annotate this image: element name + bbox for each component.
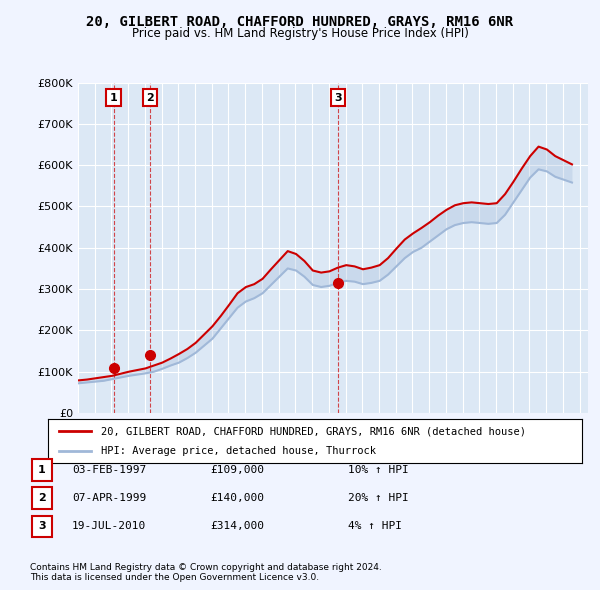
Text: 1: 1: [110, 93, 118, 103]
Text: 2: 2: [146, 93, 154, 103]
Text: 07-APR-1999: 07-APR-1999: [72, 493, 146, 503]
Text: 10% ↑ HPI: 10% ↑ HPI: [348, 465, 409, 474]
Text: Contains HM Land Registry data © Crown copyright and database right 2024.
This d: Contains HM Land Registry data © Crown c…: [30, 563, 382, 582]
Text: 4% ↑ HPI: 4% ↑ HPI: [348, 522, 402, 531]
Text: £140,000: £140,000: [210, 493, 264, 503]
Text: HPI: Average price, detached house, Thurrock: HPI: Average price, detached house, Thur…: [101, 446, 376, 455]
Text: £314,000: £314,000: [210, 522, 264, 531]
Text: 03-FEB-1997: 03-FEB-1997: [72, 465, 146, 474]
Text: 3: 3: [334, 93, 341, 103]
Text: Price paid vs. HM Land Registry's House Price Index (HPI): Price paid vs. HM Land Registry's House …: [131, 27, 469, 40]
Text: 2: 2: [38, 493, 46, 503]
Text: £109,000: £109,000: [210, 465, 264, 474]
Text: 3: 3: [38, 522, 46, 531]
Text: 20% ↑ HPI: 20% ↑ HPI: [348, 493, 409, 503]
Text: 19-JUL-2010: 19-JUL-2010: [72, 522, 146, 531]
Text: 20, GILBERT ROAD, CHAFFORD HUNDRED, GRAYS, RM16 6NR (detached house): 20, GILBERT ROAD, CHAFFORD HUNDRED, GRAY…: [101, 427, 526, 436]
Text: 20, GILBERT ROAD, CHAFFORD HUNDRED, GRAYS, RM16 6NR: 20, GILBERT ROAD, CHAFFORD HUNDRED, GRAY…: [86, 15, 514, 29]
Text: 1: 1: [38, 465, 46, 474]
